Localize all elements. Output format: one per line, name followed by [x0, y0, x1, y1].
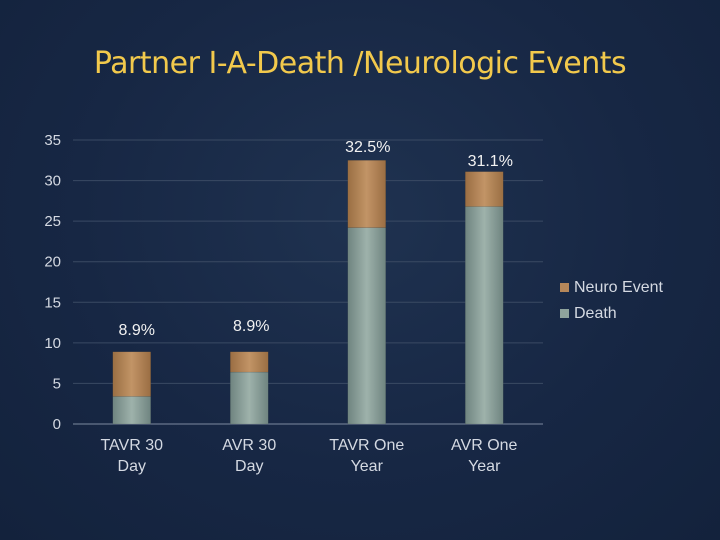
bar-neuro — [230, 351, 269, 373]
y-tick-label: 15 — [44, 294, 61, 311]
legend-swatch-death — [560, 309, 569, 318]
bar-death — [465, 206, 504, 425]
slide-title: Partner I-A-Death /Neurologic Events — [93, 46, 627, 81]
y-tick-label: 0 — [53, 416, 61, 433]
y-tick-label: 10 — [44, 335, 61, 352]
legend-label-death: Death — [574, 305, 617, 322]
bar-death — [112, 396, 151, 425]
x-category-label: TAVR One Year — [329, 437, 404, 475]
bar-neuro — [347, 160, 386, 228]
legend-label-neuro: Neuro Event — [574, 279, 663, 296]
y-tick-label: 25 — [44, 213, 61, 230]
y-tick-label: 30 — [44, 173, 61, 190]
legend-swatch-neuro — [560, 283, 569, 292]
y-tick-label: 35 — [44, 132, 61, 149]
y-tick-label: 5 — [53, 375, 61, 392]
bar-neuro — [112, 351, 151, 397]
y-tick-label: 20 — [44, 254, 61, 271]
data-label: 32.5% — [345, 139, 390, 156]
bar-death — [347, 227, 386, 425]
x-category-label: AVR 30 Day — [222, 437, 276, 475]
data-label: 31.1% — [468, 153, 513, 170]
bar-neuro — [465, 171, 504, 207]
bar-death — [230, 371, 269, 425]
data-label: 8.9% — [119, 322, 155, 339]
data-label: 8.9% — [233, 318, 269, 335]
x-category-label: TAVR 30 Day — [100, 437, 163, 475]
x-category-label: AVR One Year — [451, 437, 518, 475]
